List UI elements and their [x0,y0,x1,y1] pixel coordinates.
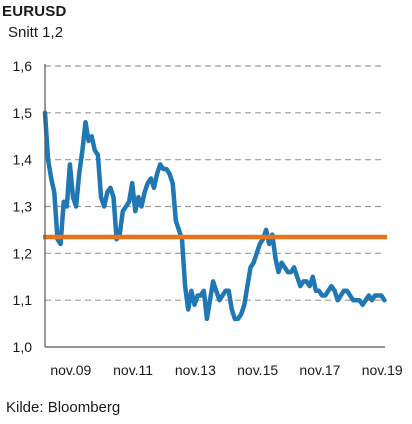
y-axis-tick-labels: 1,0 1,1 1,2 1,3 1,4 1,5 1,6 [13,58,33,355]
x-axis-tick-labels: nov.09 nov.11 nov.13 nov.15 nov.17 nov.19 [50,362,403,378]
y-tick-label: 1,6 [13,58,33,74]
axes [44,64,385,348]
y-tick-label: 1,3 [13,199,33,215]
x-tick-label: nov.13 [175,362,216,378]
chart-subtitle: Snitt 1,2 [8,24,64,41]
source-note: Kilde: Bloomberg [6,399,121,416]
y-tick-label: 1,5 [13,105,33,121]
y-tick-label: 1,0 [13,339,33,355]
chart-title: EURUSD [2,3,67,20]
y-tick-label: 1,1 [13,292,33,308]
x-tick-label: nov.11 [113,362,153,378]
x-tick-label: nov.09 [50,362,91,378]
y-tick-label: 1,2 [13,245,33,261]
series-eurusd-line [42,110,387,322]
series-layer [42,110,387,322]
gridlines [45,65,385,301]
y-tick-label: 1,4 [13,152,33,168]
x-tick-label: nov.19 [362,362,403,378]
x-tick-label: nov.15 [237,362,278,378]
x-tick-label: nov.17 [299,362,340,378]
